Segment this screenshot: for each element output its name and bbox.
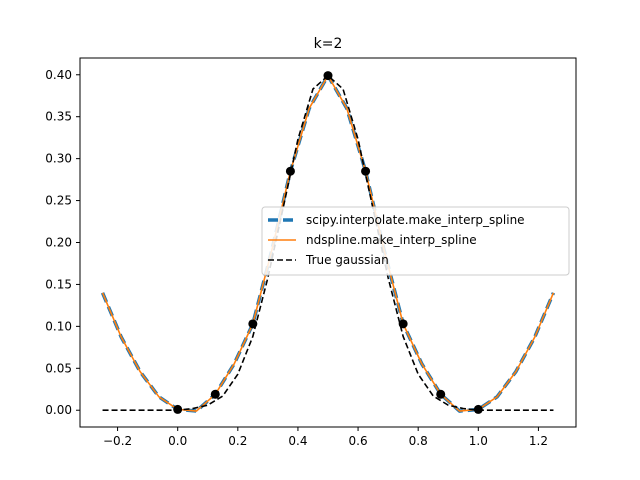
y-tick-label: 0.40 bbox=[45, 68, 72, 82]
y-tick-label: 0.20 bbox=[45, 236, 72, 250]
legend-label: scipy.interpolate.make_interp_spline bbox=[306, 213, 525, 227]
x-tick-label: 1.2 bbox=[529, 434, 548, 448]
knot-point bbox=[436, 389, 446, 399]
knot-point bbox=[248, 319, 258, 329]
chart-title: k=2 bbox=[314, 36, 343, 52]
x-tick-label: 0.2 bbox=[228, 434, 247, 448]
y-tick-label: 0.05 bbox=[45, 361, 72, 375]
x-tick-label: −0.2 bbox=[103, 434, 132, 448]
x-tick-label: 0.0 bbox=[168, 434, 187, 448]
legend-box bbox=[261, 206, 570, 276]
legend-label: True gaussian bbox=[305, 253, 389, 267]
legend: scipy.interpolate.make_interp_splinendsp… bbox=[261, 206, 570, 276]
y-tick-label: 0.15 bbox=[45, 277, 72, 291]
x-tick-label: 0.4 bbox=[288, 434, 307, 448]
plot-area bbox=[100, 71, 556, 414]
knot-point bbox=[473, 404, 483, 414]
knot-point bbox=[361, 166, 371, 176]
y-tick-label: 0.35 bbox=[45, 110, 72, 124]
x-tick-label: 0.6 bbox=[349, 434, 368, 448]
x-tick-label: 0.8 bbox=[409, 434, 428, 448]
y-tick-label: 0.10 bbox=[45, 319, 72, 333]
knot-point bbox=[173, 404, 183, 414]
x-tick-label: 1.0 bbox=[469, 434, 488, 448]
knot-point bbox=[210, 389, 220, 399]
axis-ticks: −0.2 0.0 0.2 0.4 0.6 0.8 1.0 1.2 0.00 0.05 0.10 0.1… bbox=[45, 68, 548, 448]
knot-point bbox=[285, 166, 295, 176]
y-tick-label: 0.00 bbox=[45, 403, 72, 417]
legend-label: ndspline.make_interp_spline bbox=[306, 233, 477, 247]
knot-point bbox=[398, 319, 408, 329]
y-tick-label: 0.30 bbox=[45, 152, 72, 166]
y-tick-label: 0.25 bbox=[45, 194, 72, 208]
knot-point bbox=[323, 71, 333, 81]
